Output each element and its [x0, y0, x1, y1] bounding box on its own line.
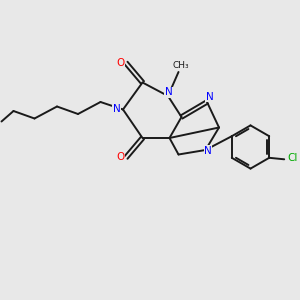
- Text: O: O: [116, 152, 125, 163]
- Text: N: N: [165, 87, 172, 97]
- Text: CH₃: CH₃: [172, 61, 189, 70]
- Text: N: N: [112, 104, 120, 114]
- Text: N: N: [204, 146, 212, 156]
- Text: O: O: [116, 58, 125, 68]
- Text: N: N: [206, 92, 213, 102]
- Text: Cl: Cl: [287, 153, 298, 163]
